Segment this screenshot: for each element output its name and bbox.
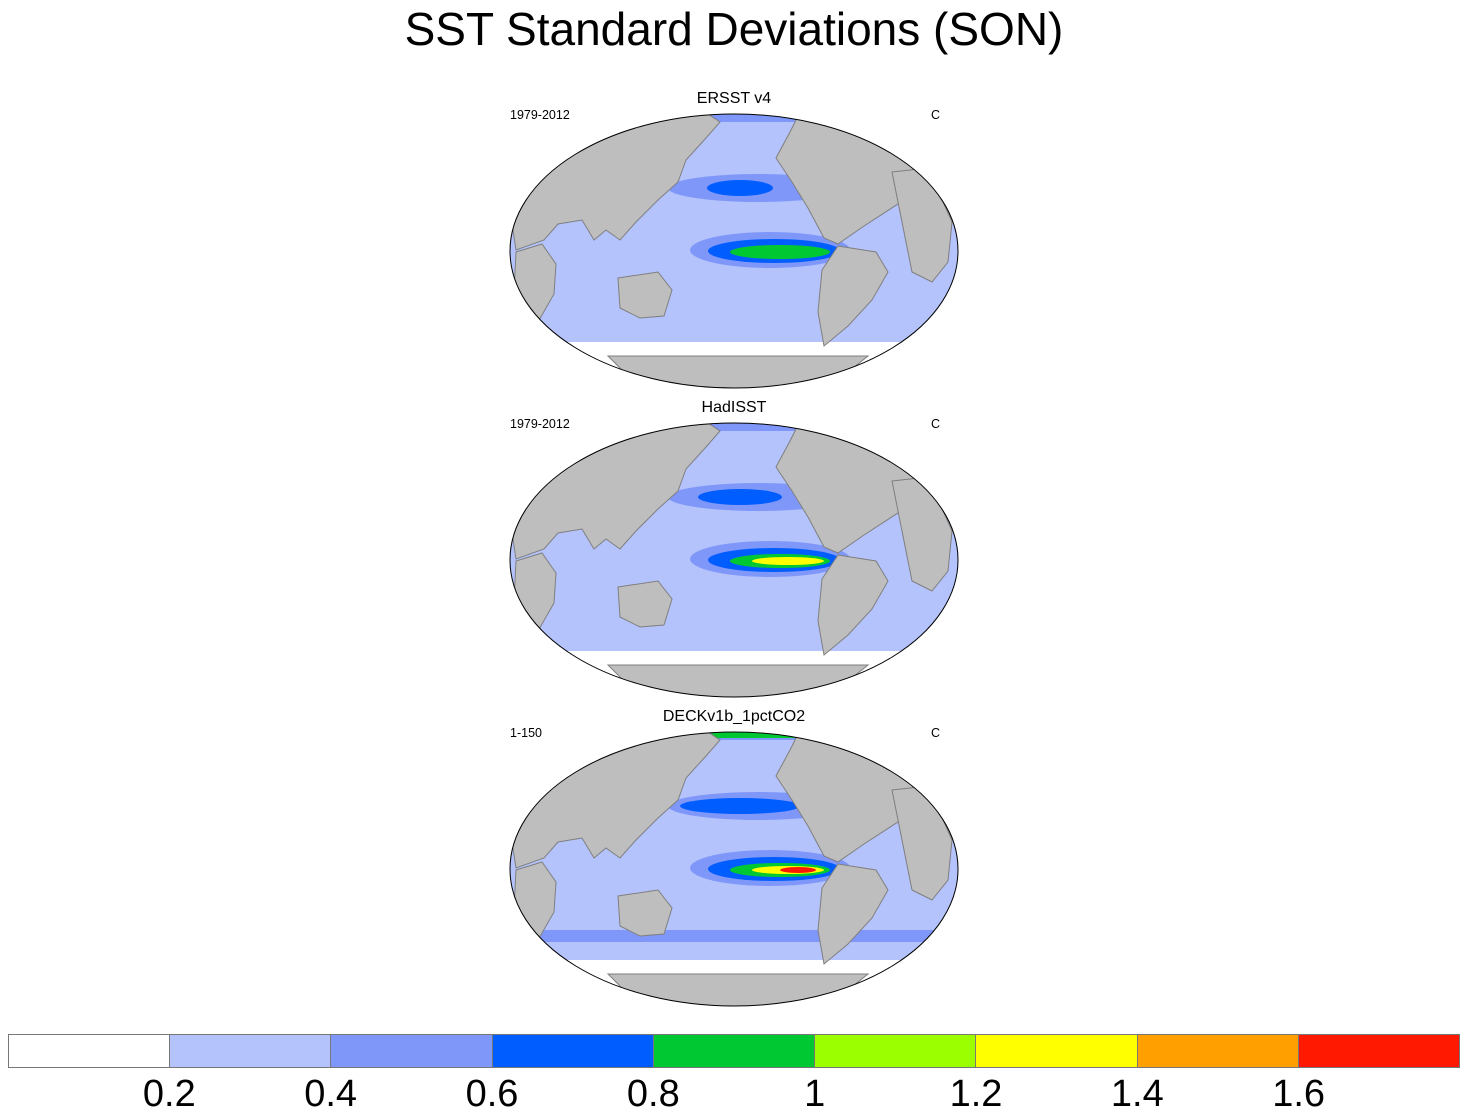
antarctica-land [606, 973, 870, 1006]
colorbar-box [653, 1035, 816, 1067]
panel-period: 1979-2012 [510, 417, 570, 431]
colorbar-tick-label: 0.4 [304, 1073, 358, 1115]
north-pacific-core [680, 798, 800, 814]
colorbar-box [492, 1035, 654, 1067]
world-map-1 [509, 422, 959, 698]
panel-title: DECKv1b_1pctCO2 [662, 708, 806, 725]
panel-units: C [930, 108, 940, 122]
southern-band [528, 312, 940, 324]
world-map-0 [509, 113, 959, 389]
panel-period: 1979-2012 [510, 108, 570, 122]
colorbar-box [1298, 1035, 1459, 1067]
antarctica-land [606, 355, 870, 388]
panel-units: C [930, 417, 940, 431]
antarctica-land [606, 664, 870, 697]
map-layers [510, 114, 958, 388]
enso-band [730, 245, 830, 259]
north-pacific-core [698, 489, 782, 505]
map-outline [509, 731, 959, 1007]
south-america-land [817, 245, 889, 347]
colorbar-box [815, 1035, 977, 1067]
colorbar-tick-label: 1.2 [949, 1073, 1003, 1115]
colorbar-tick-label: 0.2 [142, 1073, 196, 1115]
colorbar-tick-label: 1.4 [1110, 1073, 1164, 1115]
arctic-high [568, 732, 908, 738]
panel-units: C [930, 726, 940, 740]
australia-land [617, 889, 673, 937]
arctic-band [588, 423, 888, 431]
southern-band [528, 621, 940, 633]
map-panel-deck: DECKv1b_1pctCO2 1-150 C [508, 708, 960, 1016]
colorbar-box [1137, 1035, 1299, 1067]
figure-title: SST Standard Deviations (SON) [404, 3, 1064, 55]
map-outline [509, 113, 959, 389]
australia-land [617, 271, 673, 319]
enso-max [780, 867, 816, 873]
australia-land [617, 580, 673, 628]
arctic-band [588, 114, 888, 122]
south-america-land [817, 863, 889, 965]
colorbar-box [976, 1035, 1138, 1067]
map-panel-ersst: ERSST v4 1979-2012 C [508, 90, 960, 398]
map-panel-hadisst: HadISST 1979-2012 C [508, 399, 960, 707]
colorbar-box [170, 1035, 332, 1067]
north-pacific-core [707, 180, 773, 196]
panel-period: 1-150 [510, 726, 542, 740]
colorbar [8, 1034, 1460, 1068]
colorbar-tick-label: 1 [804, 1073, 826, 1115]
map-outline [509, 422, 959, 698]
southern-band [528, 930, 940, 942]
colorbar-box [331, 1035, 493, 1067]
panel-title: HadISST [701, 399, 767, 416]
colorbar-box [9, 1035, 171, 1067]
world-map-2 [509, 731, 959, 1007]
colorbar-tick-label: 1.6 [1272, 1073, 1326, 1115]
panel-title: ERSST v4 [696, 90, 772, 107]
south-america-land [817, 554, 889, 656]
colorbar-tick-label: 0.8 [626, 1073, 680, 1115]
colorbar-tick-label: 0.6 [465, 1073, 519, 1115]
enso-peak [752, 557, 824, 565]
map-layers [510, 732, 958, 1006]
